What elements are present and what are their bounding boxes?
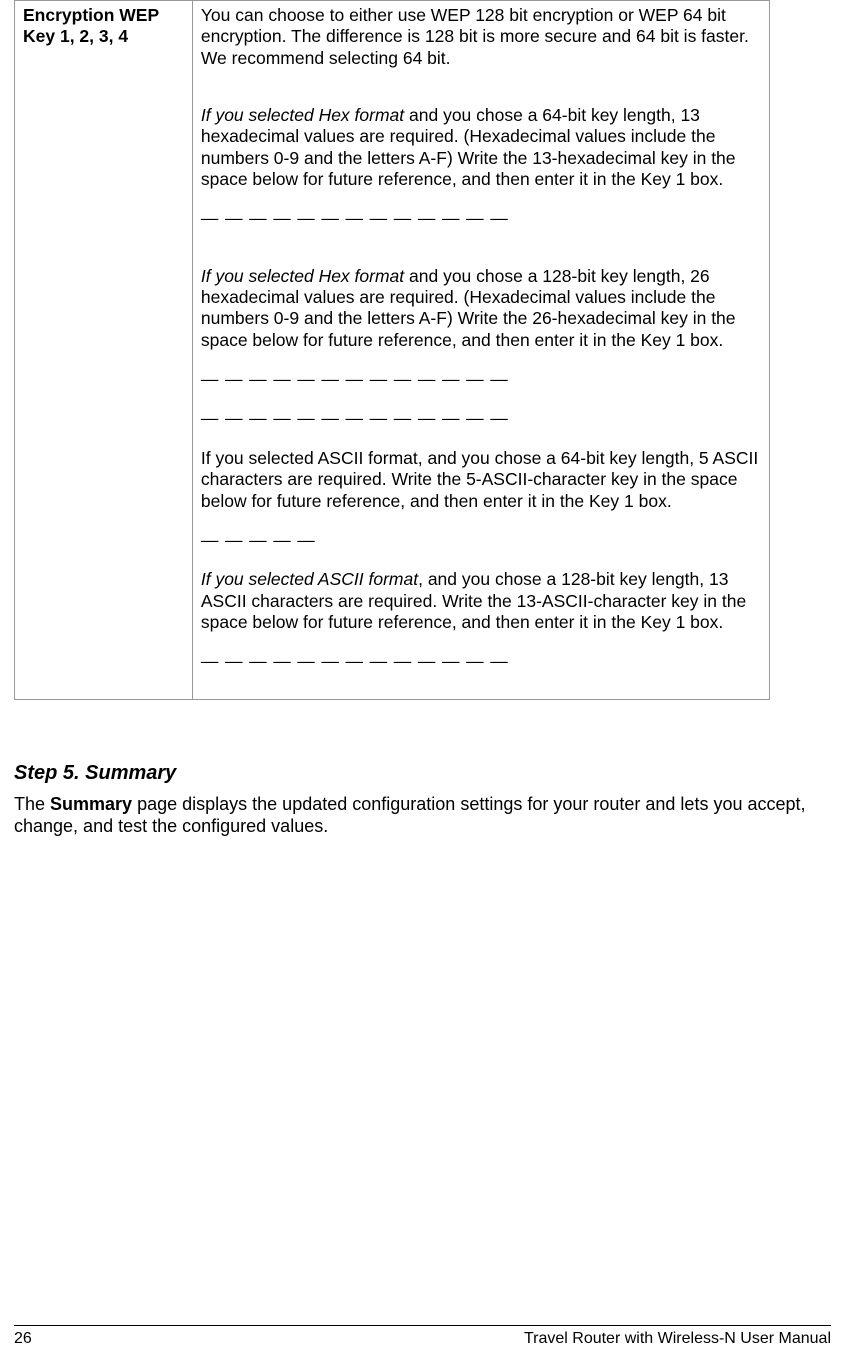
body-post: page displays the updated configuration … [14,794,806,837]
dash-line: — — — — — — — — — — — — — [201,651,761,672]
dash-line: — — — — — — — — — — — — — [201,369,761,390]
paragraph: You can choose to either use WEP 128 bit… [201,5,761,69]
page-number: 26 [14,1330,32,1348]
paragraph: If you selected Hex format and you chose… [201,105,761,190]
italic-lead: If you selected Hex format [201,105,404,125]
dash-line: — — — — — — — — — — — — — [201,208,761,229]
setting-name: Encryption WEP Key 1, 2, 3, 4 [23,5,159,46]
italic-lead: If you selected ASCII format [201,569,418,589]
setting-description-cell: You can choose to either use WEP 128 bit… [192,1,769,700]
body-pre: The [14,794,50,814]
dash-line: — — — — — [201,530,761,551]
doc-title: Travel Router with Wireless-N User Manua… [524,1330,831,1348]
table-row: Encryption WEP Key 1, 2, 3, 4 You can ch… [15,1,770,700]
page-footer: 26 Travel Router with Wireless-N User Ma… [14,1325,831,1348]
italic-lead: If you selected Hex format [201,266,404,286]
body-bold: Summary [50,794,132,814]
setting-name-cell: Encryption WEP Key 1, 2, 3, 4 [15,1,193,700]
paragraph: If you selected Hex format and you chose… [201,266,761,351]
step-heading: Step 5. Summary [14,762,831,785]
dash-line: — — — — — — — — — — — — — [201,408,761,429]
step-body: The Summary page displays the updated co… [14,793,831,838]
settings-table: Encryption WEP Key 1, 2, 3, 4 You can ch… [14,0,770,700]
paragraph: If you selected ASCII format, and you ch… [201,569,761,633]
paragraph: If you selected ASCII format, and you ch… [201,448,761,512]
